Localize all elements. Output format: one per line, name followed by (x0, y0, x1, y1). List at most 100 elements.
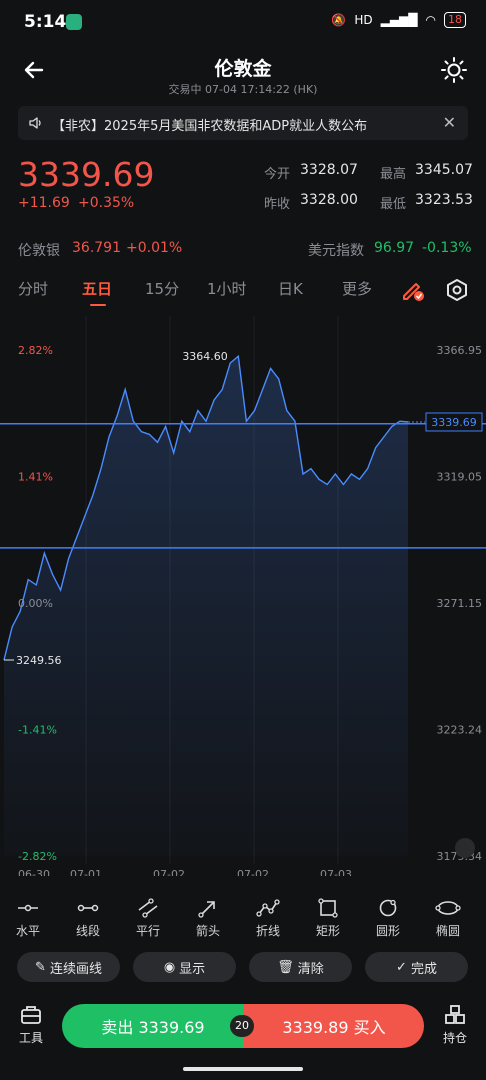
continuous-draw-label: 连续画线 (49, 961, 102, 977)
tool-rectangle[interactable]: 矩形 (302, 898, 354, 939)
trash-icon: 🗑 (277, 959, 294, 975)
active-tab-underline (90, 304, 106, 306)
header: 伦敦金 交易中 07-04 17:14:22 (HK) (0, 48, 486, 98)
app-notification-icon (66, 14, 82, 30)
tool-circle-label: 圆形 (375, 924, 400, 938)
tab-daily[interactable]: 日K (278, 280, 303, 298)
tools-button[interactable]: 工具 (11, 1004, 51, 1046)
battery-icon: 18 (444, 12, 466, 28)
high-label: 最高 (380, 167, 407, 182)
arrow-icon (198, 901, 215, 918)
expand-chart-icon (455, 838, 475, 858)
max-price-label: 3364.60 (182, 350, 228, 363)
tool-horizontal[interactable]: 水平 (2, 898, 54, 939)
notice-text: 【非农】2025年5月美国非农数据和ADP就业人数公布 (52, 119, 368, 134)
done-label: 完成 (410, 961, 437, 977)
home-indicator (183, 1067, 303, 1071)
y-tick-right: 3319.05 (437, 471, 483, 484)
status-bar: 5:14 🔕 HD ▂▄▆█ ◠ 18 (0, 0, 486, 44)
tool-arrow[interactable]: 箭头 (182, 898, 234, 939)
x-tick-label: 07-02 (237, 868, 269, 876)
tool-ellipse-label: 椭圆 (435, 924, 460, 938)
prev-close-label: 昨收 (264, 197, 291, 212)
chart-svg[interactable]: 3366.953319.053271.153223.243175.342.82%… (0, 316, 486, 876)
x-tick-label: 06-30 (18, 868, 50, 876)
tool-horizontal-label: 水平 (15, 924, 40, 938)
tool-parallel[interactable]: 平行 (122, 898, 174, 939)
y-tick-left: -2.82% (18, 850, 57, 863)
y-tick-right: 3366.95 (437, 344, 483, 357)
continuous-draw-button[interactable]: ✎ 连续画线 (17, 952, 120, 982)
status-time: 5:14 (24, 12, 67, 32)
tool-circle[interactable]: 圆形 (362, 898, 414, 939)
open-value: 3328.07 (300, 162, 358, 178)
positions-icon (445, 1005, 465, 1024)
dxy-label[interactable]: 美元指数 (308, 243, 364, 259)
circle-icon (379, 899, 397, 917)
tab-intraday[interactable]: 分时 (18, 280, 49, 298)
show-button[interactable]: ◉ 显示 (133, 952, 236, 982)
tool-parallel-label: 平行 (135, 924, 160, 938)
draw-pen-icon[interactable] (400, 278, 426, 302)
sell-button[interactable]: 卖出 3339.69 (62, 1004, 244, 1048)
low-label: 最低 (380, 197, 407, 212)
eye-icon: ◉ (163, 959, 176, 975)
tool-polyline[interactable]: 折线 (242, 898, 294, 939)
last-price: 3339.69 (18, 155, 155, 194)
pencil-icon: ✎ (35, 959, 46, 975)
theme-sun-icon[interactable] (440, 56, 468, 84)
tool-rectangle-label: 矩形 (315, 924, 340, 938)
tool-ellipse[interactable]: 椭圆 (422, 898, 474, 939)
check-circle-icon: ✓ (396, 959, 407, 975)
current-price-label: 3339.69 (431, 416, 477, 429)
tab-more[interactable]: 更多 (342, 280, 373, 298)
tab-1hour[interactable]: 1小时 (207, 280, 247, 298)
x-tick-label: 07-01 (70, 868, 102, 876)
dxy-value: 96.97 (374, 240, 415, 256)
horizontal-line-icon (18, 904, 38, 912)
clear-label: 清除 (297, 961, 324, 977)
silver-value: 36.791 (72, 240, 121, 256)
done-button[interactable]: ✓ 完成 (365, 952, 468, 982)
min-price-label: 3249.56 (16, 654, 62, 667)
x-tick-label: 07-02 (153, 868, 185, 876)
positions-label: 持仓 (442, 1031, 467, 1045)
drawing-tools: 水平 线段 平行 箭头 折线 矩形 圆形 椭圆 (0, 898, 486, 944)
clear-button[interactable]: 🗑 清除 (249, 952, 352, 982)
y-tick-right: 3223.24 (437, 724, 483, 737)
ellipse-icon (435, 901, 461, 915)
tool-polyline-label: 折线 (255, 924, 280, 938)
price-area (4, 356, 408, 856)
show-label: 显示 (179, 961, 206, 977)
tab-15min[interactable]: 15分 (145, 280, 180, 298)
tool-arrow-label: 箭头 (195, 924, 220, 938)
rectangle-icon (318, 898, 338, 918)
high-value: 3345.07 (415, 162, 473, 178)
tools-label: 工具 (18, 1031, 43, 1045)
silver-label[interactable]: 伦敦银 (18, 243, 60, 259)
positions-button[interactable]: 持仓 (435, 1004, 475, 1046)
speaker-icon (29, 117, 41, 129)
price-change-percent: +0.35% (78, 195, 135, 211)
current-price-box (425, 412, 483, 432)
tool-segment-label: 线段 (75, 924, 100, 938)
page-title: 伦敦金 (214, 58, 272, 80)
polyline-icon (256, 899, 280, 917)
news-notice-bar[interactable]: 【非农】2025年5月美国非农数据和ADP就业人数公布 ✕ (18, 106, 468, 140)
price-chart[interactable]: 3366.95 3319.05 3271.15 3223.24 3175.34 2.82%… (0, 316, 486, 876)
signal-icon: ▂▄▆█ (380, 13, 418, 27)
open-label: 今开 (264, 167, 291, 182)
tab-five-day[interactable]: 五日 (82, 280, 113, 298)
battery-level: 18 (448, 13, 462, 26)
y-tick-left: 1.41% (18, 471, 53, 484)
close-icon[interactable]: ✕ (442, 113, 456, 132)
y-tick-right: 3271.15 (437, 597, 483, 610)
settings-hexagon-icon[interactable] (444, 278, 470, 302)
buy-button[interactable]: 3339.89 买入 (244, 1004, 424, 1048)
back-arrow-icon[interactable] (20, 56, 48, 84)
tool-segment[interactable]: 线段 (62, 898, 114, 939)
wifi-icon: ◠ (425, 13, 436, 27)
silver-change: +0.01% (126, 240, 183, 256)
period-tabs: 分时 五日 15分 1小时 日K 更多 (0, 278, 486, 312)
segment-icon (77, 904, 99, 912)
